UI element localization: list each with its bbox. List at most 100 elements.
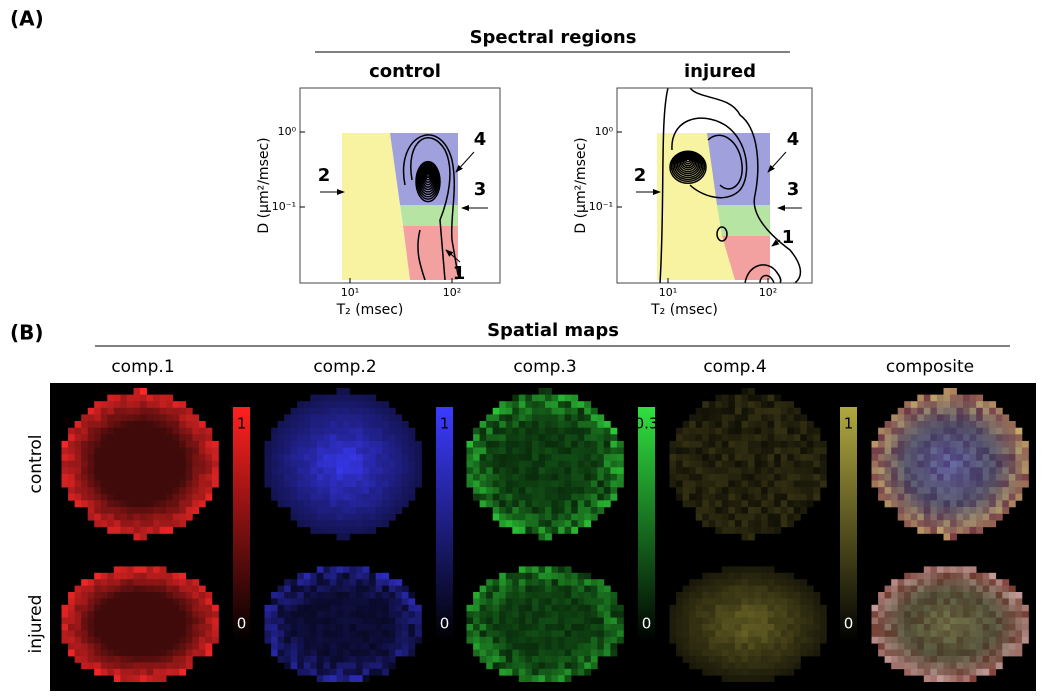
pixel (590, 467, 598, 475)
pixel (819, 611, 827, 618)
pixel (708, 643, 716, 650)
pixel (375, 467, 383, 475)
pixel (486, 460, 494, 468)
pixel (107, 467, 115, 475)
pixel (343, 394, 350, 402)
pixel (316, 630, 324, 638)
pixel (74, 630, 82, 638)
pixel (113, 572, 121, 580)
pixel (767, 624, 775, 631)
pixel (904, 520, 912, 528)
pixel (205, 643, 213, 650)
pixel (564, 598, 572, 606)
pixel (963, 624, 970, 631)
pixel (571, 662, 579, 670)
pixel (179, 434, 187, 442)
pixel (813, 473, 821, 481)
pixel (754, 467, 762, 475)
pixel (100, 447, 108, 455)
pixel (721, 513, 729, 521)
pixel (74, 592, 82, 599)
pixel (492, 585, 500, 593)
pixel (734, 526, 742, 534)
pixel (100, 500, 108, 508)
pixel (473, 598, 480, 606)
pixel (721, 414, 729, 422)
pixel (545, 388, 552, 395)
pixel (669, 467, 677, 475)
pixel (969, 394, 977, 402)
pixel (87, 579, 95, 586)
pixel (538, 414, 546, 422)
pixel (113, 513, 121, 521)
pixel (976, 480, 984, 488)
pixel (767, 394, 775, 402)
pixel (369, 493, 377, 501)
pixel (185, 421, 193, 428)
pixel (153, 421, 160, 428)
pixel (878, 617, 885, 625)
pixel (310, 414, 318, 422)
pixel (107, 421, 115, 428)
pixel (408, 630, 416, 638)
pixel (721, 500, 729, 508)
pixel (290, 624, 298, 631)
pixel (734, 643, 742, 650)
pixel (728, 493, 736, 501)
pixel (382, 460, 390, 468)
pixel (499, 473, 507, 481)
pixel (284, 579, 292, 586)
pixel (100, 592, 108, 599)
pixel (950, 526, 957, 534)
pixel (310, 649, 318, 657)
pixel (943, 585, 951, 593)
pixel (492, 643, 500, 650)
pixel (577, 480, 585, 488)
pixel (297, 401, 305, 409)
pixel (146, 467, 154, 475)
pixel (923, 394, 931, 402)
pixel (813, 611, 821, 618)
pixel (297, 467, 305, 475)
pixel (486, 467, 494, 475)
pixel (87, 617, 95, 625)
pixel (904, 467, 912, 475)
pixel (923, 526, 931, 534)
spatial-map (264, 388, 422, 541)
pixel (976, 598, 984, 606)
pixel (531, 434, 539, 442)
pixel (603, 624, 611, 631)
pixel (159, 604, 167, 612)
pixel (936, 643, 944, 650)
pixel (721, 624, 729, 631)
pixel (891, 467, 899, 475)
pixel (989, 592, 997, 599)
pixel (708, 434, 716, 442)
pixel (153, 440, 160, 448)
pixel (1002, 617, 1010, 625)
pixel (715, 401, 723, 409)
pixel (1021, 460, 1029, 468)
pixel (538, 566, 546, 574)
pixel (969, 592, 977, 599)
pixel (950, 636, 957, 644)
pixel (767, 447, 775, 455)
pixel (486, 592, 494, 599)
pixel (982, 598, 990, 606)
pixel (375, 421, 383, 428)
pixel (113, 447, 121, 455)
pixel (329, 636, 337, 644)
pixel (492, 630, 500, 638)
pixel (963, 513, 970, 521)
pixel (211, 460, 219, 468)
pixel (754, 401, 762, 409)
pixel (551, 440, 559, 448)
pixel (558, 592, 565, 599)
pixel (323, 454, 331, 462)
pixel (113, 434, 121, 442)
pixel (551, 643, 559, 650)
pixel (969, 604, 977, 612)
pixel (166, 526, 174, 534)
pixel (486, 473, 494, 481)
pixel (904, 636, 912, 644)
